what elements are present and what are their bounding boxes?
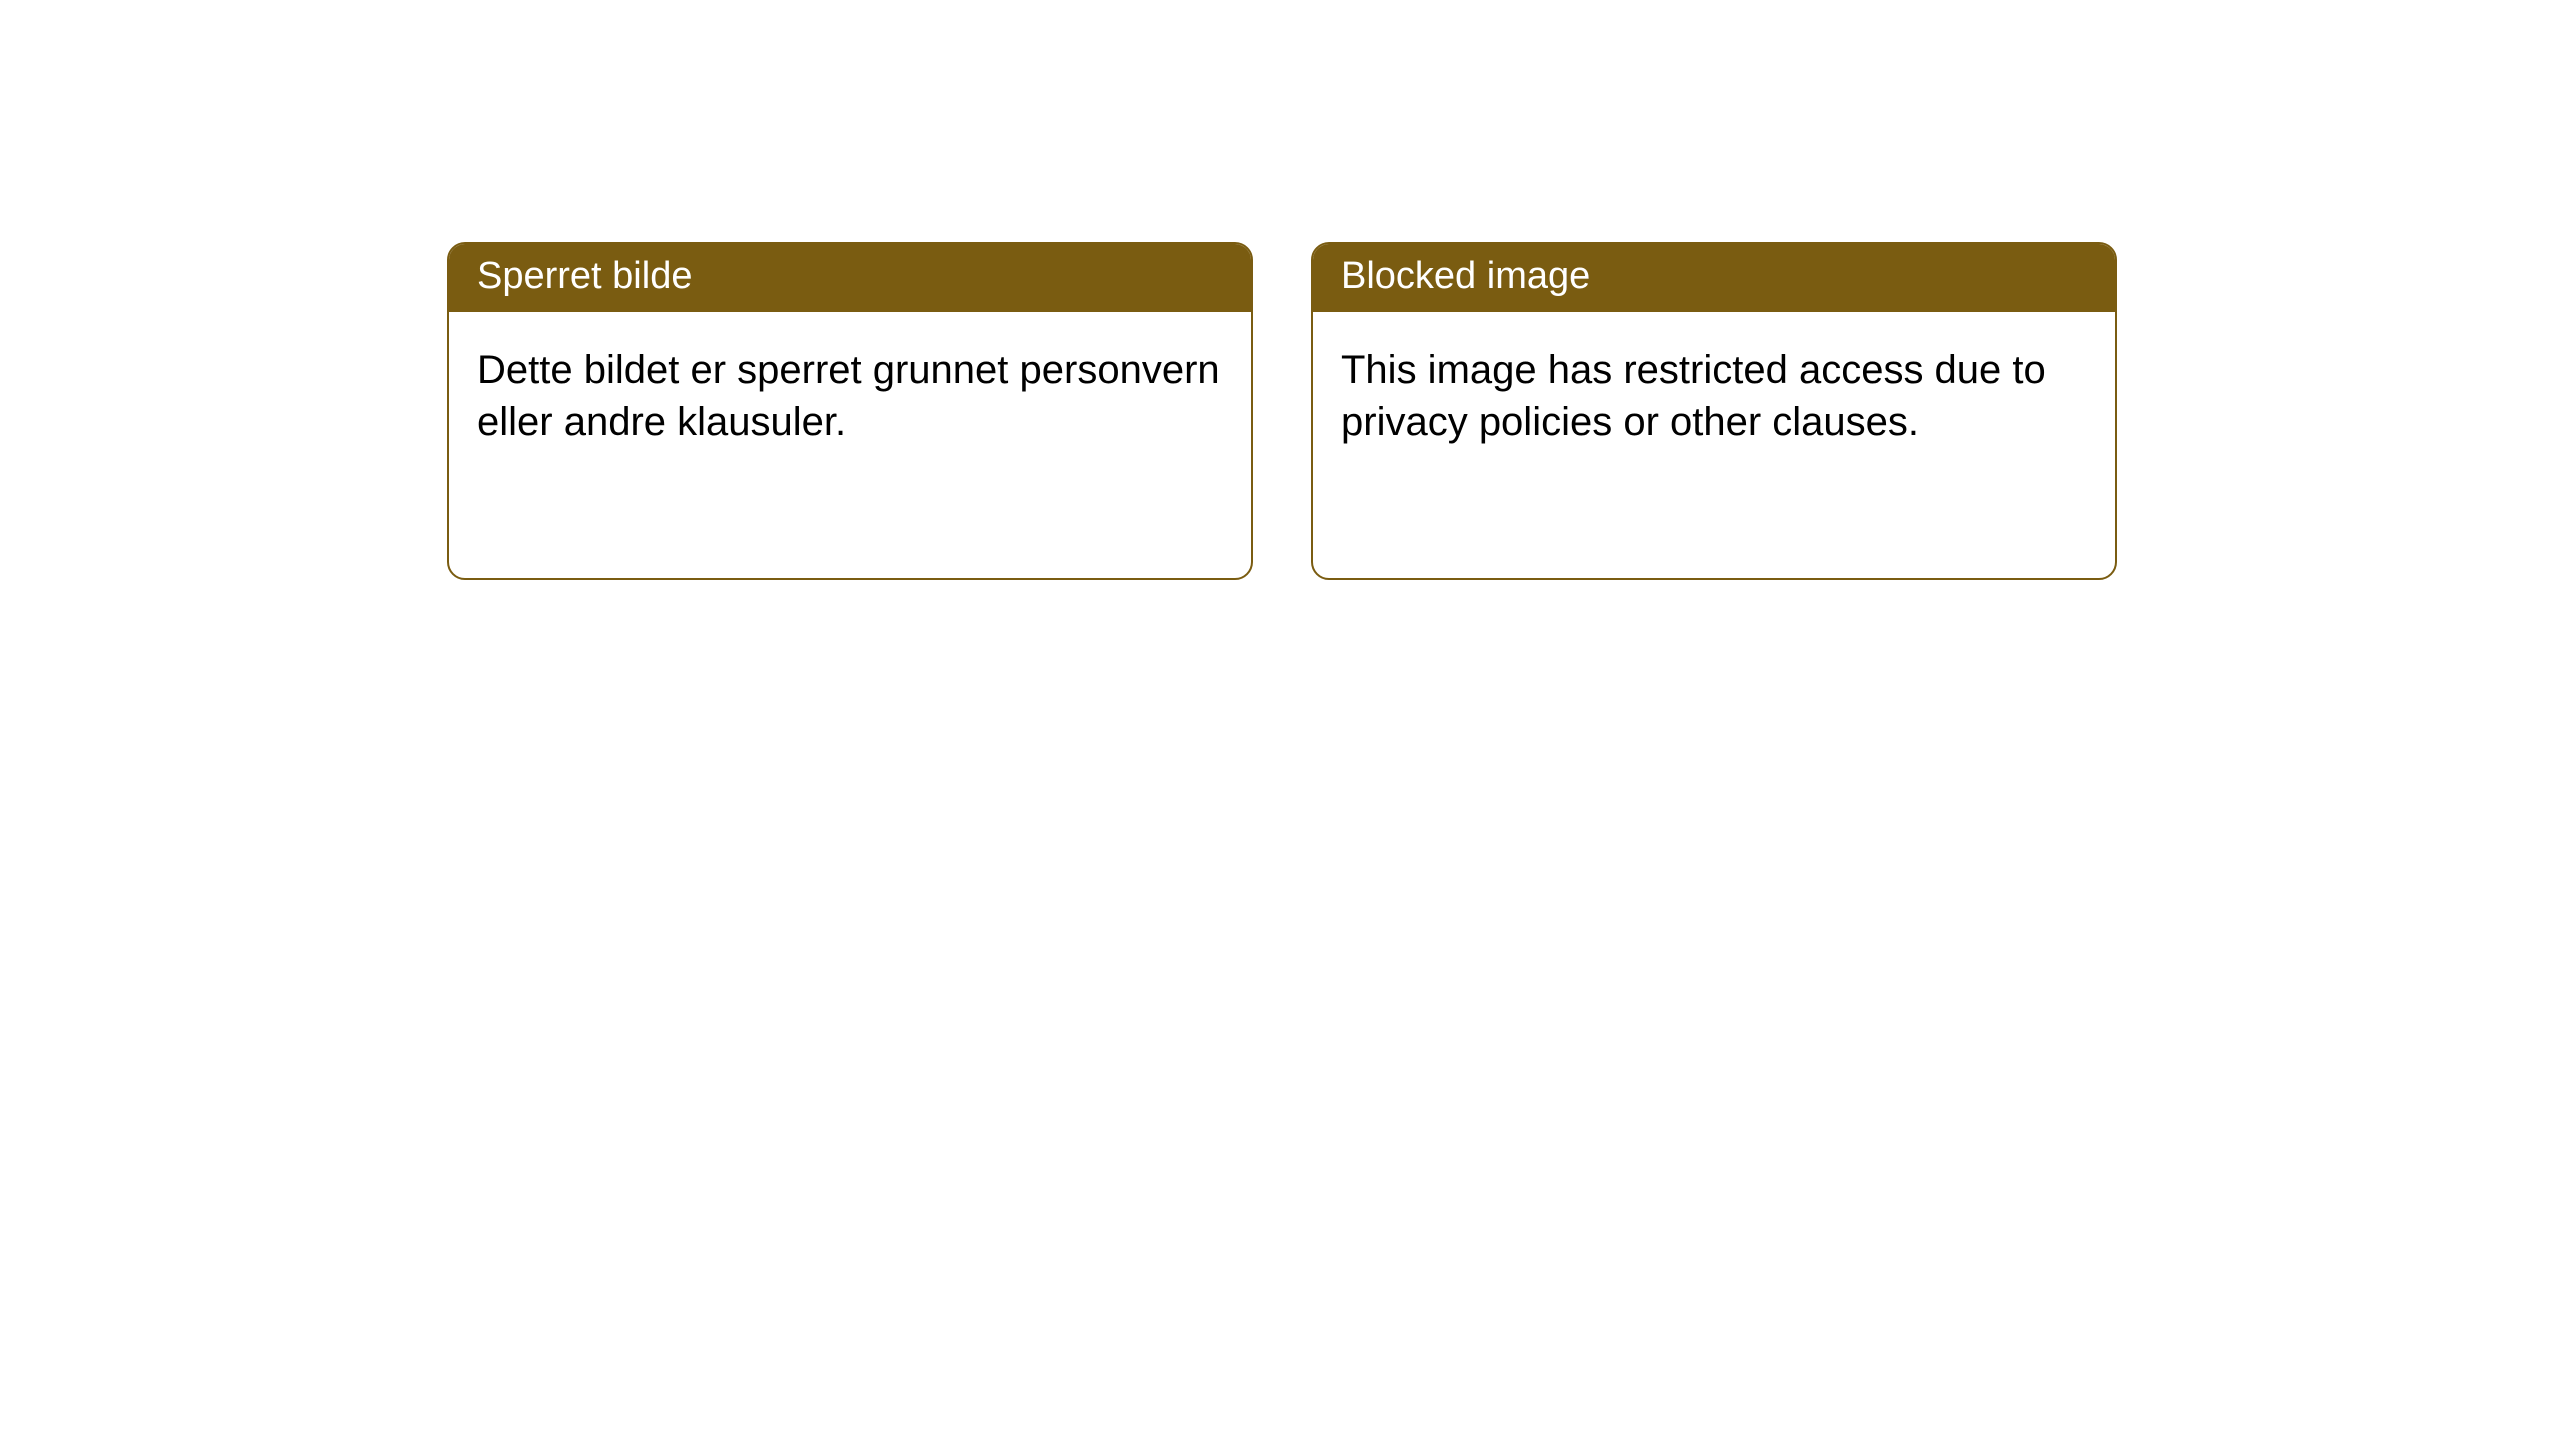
blocked-image-card-no: Sperret bilde Dette bildet er sperret gr… [447,242,1253,580]
card-body-en: This image has restricted access due to … [1313,312,2115,480]
card-header-en: Blocked image [1313,244,2115,312]
blocked-image-card-en: Blocked image This image has restricted … [1311,242,2117,580]
card-header-no: Sperret bilde [449,244,1251,312]
notice-cards-container: Sperret bilde Dette bildet er sperret gr… [447,242,2117,580]
card-body-no: Dette bildet er sperret grunnet personve… [449,312,1251,480]
